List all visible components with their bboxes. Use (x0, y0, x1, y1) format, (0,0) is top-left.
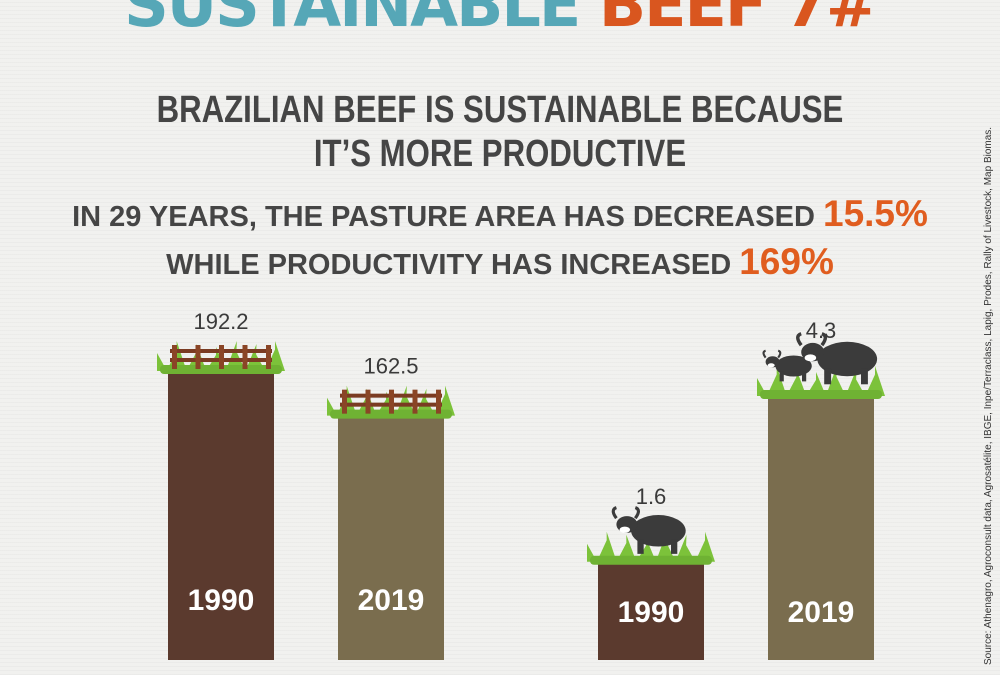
grass-base (160, 365, 282, 374)
headline-line-2: IT’S MORE PRODUCTIVE (313, 133, 687, 175)
subhead-line-2: WHILE PRODUCTIVITY HAS INCREASED 169% (0, 241, 1000, 283)
value-label: 4.3 (806, 318, 837, 343)
cattle-icon (762, 349, 812, 382)
grass-base (590, 555, 712, 565)
subhead-line-1: IN 29 YEARS, THE PASTURE AREA HAS DECREA… (0, 193, 1000, 235)
headline-line-1: BRAZILIAN BEEF IS SUSTAINABLE BECAUSE (156, 89, 844, 131)
source-note: Source: Athenagro, Agroconsult data, Agr… (983, 126, 994, 665)
fence-icon (170, 345, 272, 369)
chart-productivity: 1.6 1990 4.3 2019 (587, 318, 885, 660)
value-label: 162.5 (363, 354, 418, 379)
subhead-line-2-text: WHILE PRODUCTIVITY HAS INCREASED (166, 249, 732, 281)
grass-base (330, 409, 452, 419)
category-label: 1990 (618, 596, 685, 629)
bar-1990 (598, 561, 704, 660)
productivity-increase-value: 169% (739, 241, 834, 282)
bar-1990 (168, 371, 274, 660)
bar-2019 (768, 396, 874, 660)
category-label: 1990 (188, 584, 255, 617)
pasture-decrease-value: 15.5% (823, 193, 928, 234)
grass-base (760, 390, 882, 399)
grass-tuft (757, 366, 885, 396)
subhead-line-1-text: IN 29 YEARS, THE PASTURE AREA HAS DECREA… (72, 201, 815, 233)
title-part-1: SUSTAINABLE (124, 0, 581, 41)
cattle-icon (611, 506, 686, 554)
value-label: 1.6 (636, 484, 667, 509)
grass-tuft (327, 385, 455, 416)
headline: BRAZILIAN BEEF IS SUSTAINABLE BECAUSE IT… (90, 88, 910, 176)
grass-tuft (587, 531, 715, 562)
infographic-title: SUSTAINABLE BEEF 7# (0, 0, 1000, 40)
category-label: 2019 (788, 596, 855, 629)
chart-pasture-area: 192.2 1990 162.5 2019 (157, 309, 455, 660)
fence-icon (340, 389, 442, 414)
category-label: 2019 (358, 584, 425, 617)
value-label: 192.2 (193, 309, 248, 334)
grass-tuft (157, 341, 285, 371)
title-part-2: BEEF 7# (598, 0, 878, 41)
bar-2019 (338, 415, 444, 660)
cattle-icon (796, 332, 878, 385)
